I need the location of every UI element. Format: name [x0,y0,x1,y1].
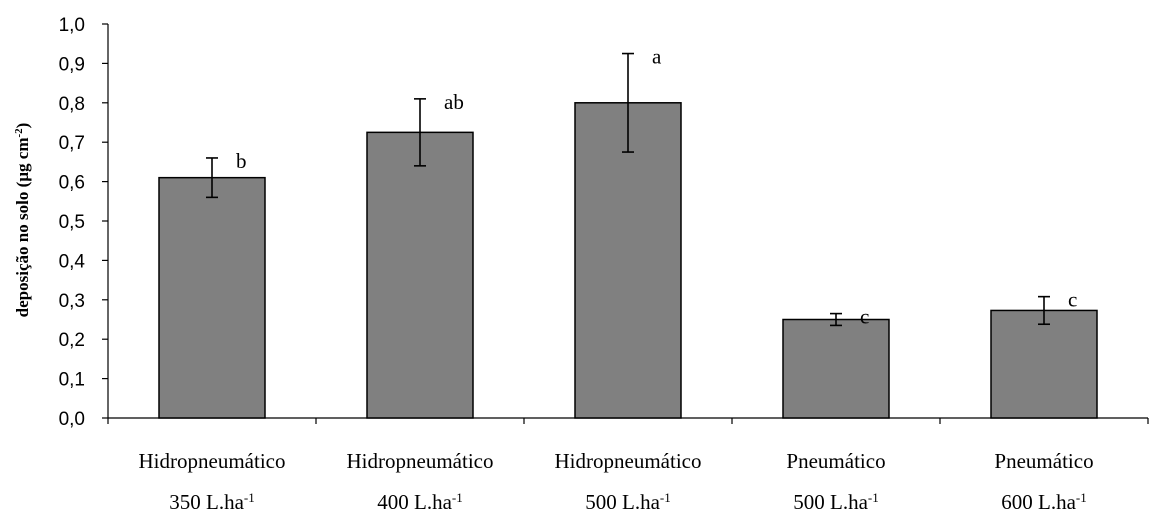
x-axis [107,417,1149,424]
y-tick-label: 0,8 [59,94,85,115]
bar [158,176,266,419]
bar [782,318,890,419]
category-label-name: Hidropneumático [347,449,494,473]
category-label-rate: 400 L.ha-1 [377,490,463,515]
y-tick-label: 0,6 [59,173,85,194]
significance-label: ab [444,90,464,114]
bar [366,131,474,419]
y-tick-label: 0,0 [59,409,85,430]
y-axis-label-close: ) [13,123,32,129]
significance-label: c [860,305,869,329]
y-axis-ticks: 0,0 0,1 0,2 0,3 0,4 0,5 0,6 0,7 0,8 0,9 1,0 [59,15,108,430]
y-axis-label-base: deposição no solo (µg cm [13,138,32,318]
error-bar [206,157,218,199]
y-tick-label: 0,5 [59,212,85,233]
y-tick-label: 0,4 [59,251,86,272]
y-tick-label: 0,9 [59,54,85,75]
category-label-rate: 500 L.ha-1 [793,490,879,515]
category-labels: Hidropneumático 350 L.ha-1 Hidropneumático… [139,449,1094,514]
y-axis-label: deposição no solo (µg cm-2) [13,123,32,318]
error-bars [206,52,1050,327]
category-label-rate: 350 L.ha-1 [169,490,255,515]
y-tick-label: 0,3 [59,291,85,312]
category-label-name: Hidropneumático [555,449,702,473]
significance-label: a [652,45,662,69]
significance-label: c [1068,288,1077,312]
category-label-name: Pneumático [786,449,885,473]
bar [574,102,682,419]
significance-label: b [236,149,247,173]
category-label-name: Hidropneumático [139,449,286,473]
bar [990,309,1098,419]
category-label-rate: 600 L.ha-1 [1001,490,1087,515]
category-label-name: Pneumático [994,449,1093,473]
error-bar [1038,295,1050,326]
significance-labels: b ab a c c [236,45,1077,329]
y-tick-label: 0,1 [59,370,85,391]
y-tick-label: 0,7 [59,133,85,154]
y-axis-label-sup: -2 [13,128,25,138]
y-tick-label: 0,2 [59,330,85,351]
error-bar [414,98,426,167]
error-bar [622,52,634,153]
y-tick-label: 1,0 [59,15,85,36]
category-label-rate: 500 L.ha-1 [585,490,671,515]
error-bar [830,312,842,327]
